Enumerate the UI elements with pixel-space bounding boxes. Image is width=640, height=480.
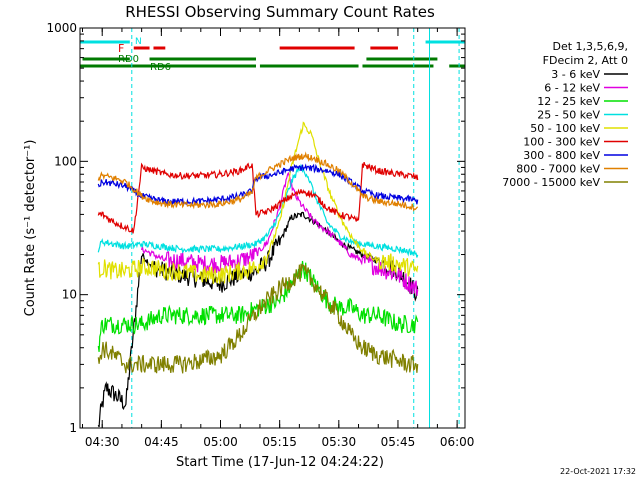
y-axis: 1 10 100 1000 [46, 21, 465, 435]
series-line-7 [97, 151, 419, 212]
x-tick-label-3: 05:15 [262, 435, 297, 449]
legend-label-6: 300 - 800 keV [523, 149, 600, 162]
x-tick-label-1: 04:45 [144, 435, 179, 449]
legend-label-1: 6 - 12 keV [544, 82, 600, 95]
x-axis-label: Start Time (17-Jun-12 04:24:22) [176, 455, 384, 470]
legend-header-line-1: Det 1,3,5,6,9, [552, 40, 628, 53]
y-tick-label-3: 1000 [46, 21, 77, 35]
flag-label-rd0: RD0 [118, 54, 139, 65]
legend-header-line-2: FDecim 2, Att 0 [543, 54, 628, 67]
plot-frame [79, 27, 466, 429]
series-line-4 [97, 121, 419, 284]
legend-label-4: 50 - 100 keV [530, 122, 600, 135]
x-tick-label-5: 05:45 [381, 435, 416, 449]
y-tick-label-1: 10 [62, 288, 77, 302]
series-line-8 [97, 263, 419, 374]
flag-label-rd6: RD6 [150, 62, 171, 73]
legend-label-3: 25 - 50 keV [537, 109, 600, 122]
legend-label-7: 800 - 7000 keV [516, 163, 600, 176]
x-axis: 04:30 04:45 05:00 05:15 05:30 05:45 06:00 [81, 28, 475, 449]
series-line-3 [97, 163, 419, 258]
series-layer [97, 121, 419, 428]
x-tick-label-0: 04:30 [85, 435, 120, 449]
flag-label-n: N [135, 37, 142, 47]
x-tick-label-6: 06:00 [440, 435, 475, 449]
y-tick-label-2: 100 [54, 154, 77, 168]
legend-label-8: 7000 - 15000 keV [502, 176, 600, 189]
y-tick-label-0: 1 [69, 421, 77, 435]
flag-label-f: F [118, 42, 124, 55]
chart-title: RHESSI Observing Summary Count Rates [125, 3, 435, 21]
legend-label-2: 12 - 25 keV [537, 95, 600, 108]
x-tick-label-4: 05:30 [322, 435, 357, 449]
series-line-5 [97, 161, 419, 234]
x-tick-label-2: 05:00 [203, 435, 238, 449]
legend-label-0: 3 - 6 keV [551, 68, 600, 81]
footer-date: 22-Oct-2021 17:32 [560, 467, 636, 476]
y-axis-label: Count Rate (s⁻¹ detector⁻¹) [23, 140, 38, 317]
legend-label-5: 100 - 300 keV [523, 136, 600, 149]
